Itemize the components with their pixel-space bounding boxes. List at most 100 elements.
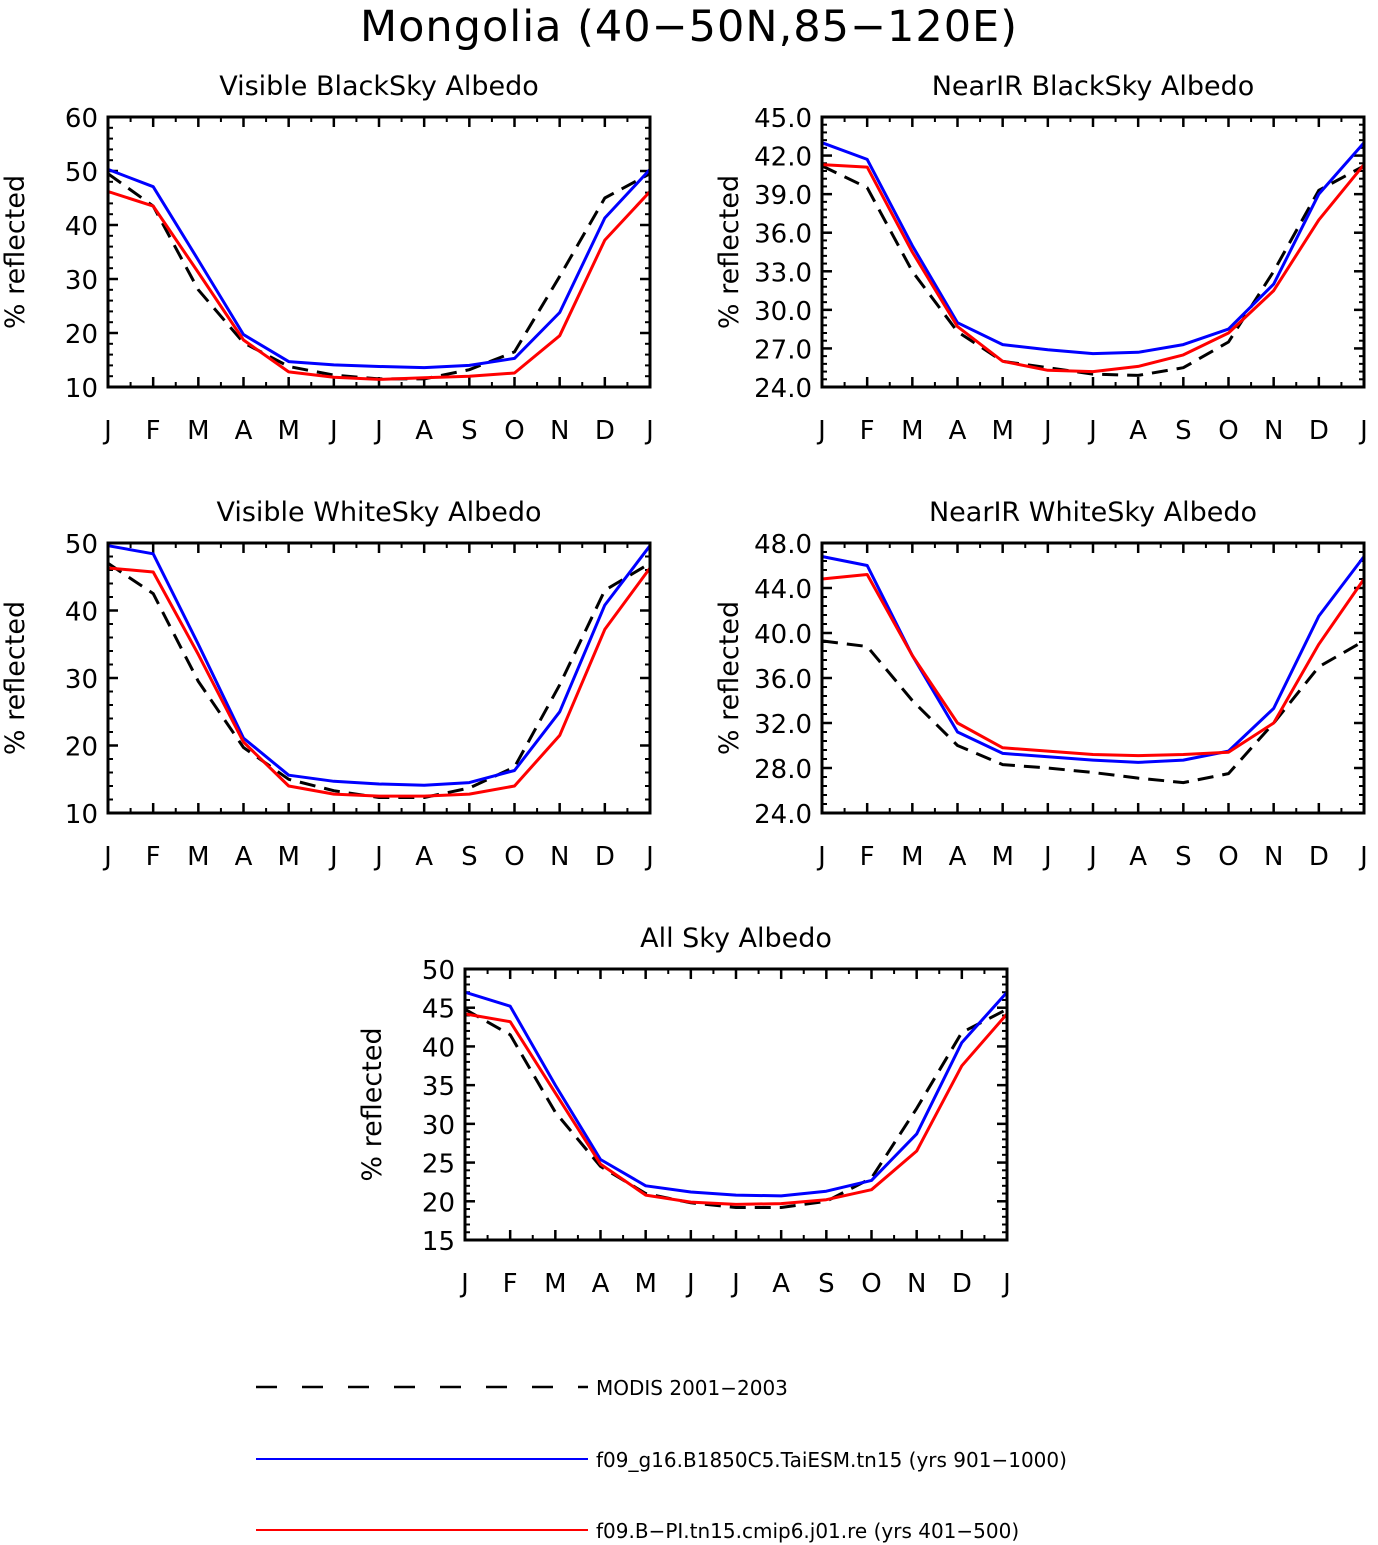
series-line-taiesm [464,990,1009,1198]
y-tick-label: 24.0 [754,800,812,830]
y-tick-label: 42.0 [754,143,812,173]
y-tick-label: 48.0 [754,530,812,560]
x-tick-label: O [504,842,524,872]
x-tick-label: M [991,416,1013,446]
series-line-cmip6 [107,190,652,381]
legend-label-modis: MODIS 2001−2003 [596,1376,788,1400]
x-tick-label: M [901,842,923,872]
x-tick-label: N [550,416,569,446]
panel-title: Visible WhiteSky Albedo [216,497,541,528]
x-tick-label: M [901,416,923,446]
series-line-modis [107,562,651,799]
x-tick-label: D [595,416,615,446]
series-line-modis [821,639,1365,785]
panel-title: All Sky Albedo [640,923,832,954]
x-tick-label: J [102,416,112,446]
plot-frame [463,967,1009,1242]
x-tick-label: O [1218,416,1238,446]
y-tick-label: 40 [422,1033,455,1063]
x-tick-label: J [1087,416,1097,446]
x-tick-label: N [1264,416,1283,446]
x-tick-label: M [991,842,1013,872]
x-tick-label: J [328,842,338,872]
plot-frame [820,541,1366,815]
y-tick-label: 28.0 [754,755,812,785]
y-tick-label: 30.0 [754,297,812,327]
y-axis-label: % reflected [0,175,31,329]
x-tick-label: D [952,1269,972,1299]
y-tick-label: 39.0 [754,181,812,211]
plot-frame [106,541,652,815]
y-tick-label: 50 [422,956,455,986]
x-tick-label: J [1358,416,1368,446]
y-tick-label: 20 [65,320,98,350]
y-tick-label: 44.0 [754,575,812,605]
x-tick-label: J [644,416,654,446]
y-tick-label: 10 [65,374,98,404]
series-line-taiesm [821,141,1366,356]
y-tick-label: 33.0 [754,258,812,288]
y-tick-label: 40 [65,212,98,242]
y-tick-label: 30 [65,665,98,695]
y-tick-label: 40.0 [754,620,812,650]
x-tick-label: F [860,842,875,872]
x-tick-label: N [1264,842,1283,872]
x-tick-label: J [328,416,338,446]
x-tick-label: J [373,842,383,872]
series-line-cmip6 [107,566,652,798]
x-tick-label: S [461,842,478,872]
y-tick-label: 36.0 [754,665,812,695]
page-title: Mongolia (40−50N,85−120E) [359,2,1018,52]
y-tick-label: 50 [65,530,98,560]
x-tick-label: J [644,842,654,872]
y-tick-label: 30 [422,1111,455,1141]
x-tick-label: M [187,842,209,872]
x-tick-label: S [818,1269,835,1299]
legend-item-taiesm: f09_g16.B1850C5.TaiESM.tn15 (yrs 901−100… [256,1448,1067,1472]
series-line-taiesm [107,167,652,370]
x-tick-label: J [1358,842,1368,872]
x-tick-label: J [373,416,383,446]
panel-title: NearIR WhiteSky Albedo [929,497,1257,528]
x-tick-label: J [816,416,826,446]
x-tick-label: A [235,416,253,446]
x-tick-label: A [592,1269,610,1299]
x-tick-label: A [415,416,433,446]
y-axis-label: % reflected [0,601,31,755]
y-tick-label: 35 [422,1072,455,1102]
y-tick-label: 20 [65,733,98,763]
plot-frame [820,115,1366,389]
y-tick-label: 24.0 [754,374,812,404]
x-tick-label: D [1309,416,1329,446]
x-tick-label: S [1175,842,1192,872]
x-tick-label: S [461,416,478,446]
x-tick-label: D [1309,842,1329,872]
legend-item-modis: MODIS 2001−2003 [256,1376,788,1400]
legend-label-cmip6: f09.B−PI.tn15.cmip6.j01.re (yrs 401−500) [596,1519,1019,1543]
x-tick-label: M [277,416,299,446]
y-axis-label: % reflected [714,175,745,329]
y-tick-label: 45 [422,995,455,1025]
x-tick-label: S [1175,416,1192,446]
legend-label-taiesm: f09_g16.B1850C5.TaiESM.tn15 (yrs 901−100… [596,1448,1067,1472]
y-tick-label: 45.0 [754,104,812,134]
y-tick-label: 50 [65,158,98,188]
x-tick-label: O [504,416,524,446]
legend-item-cmip6: f09.B−PI.tn15.cmip6.j01.re (yrs 401−500) [256,1519,1019,1543]
series-line-modis [821,164,1365,377]
series-line-modis [107,172,651,381]
x-tick-label: A [1129,416,1147,446]
y-tick-label: 36.0 [754,220,812,250]
x-tick-label: A [415,842,433,872]
y-tick-label: 20 [422,1188,455,1218]
x-tick-label: O [1218,842,1238,872]
y-tick-label: 60 [65,104,98,134]
x-tick-label: A [949,416,967,446]
series-line-taiesm [821,555,1366,764]
x-tick-label: F [146,842,161,872]
x-tick-label: N [550,842,569,872]
